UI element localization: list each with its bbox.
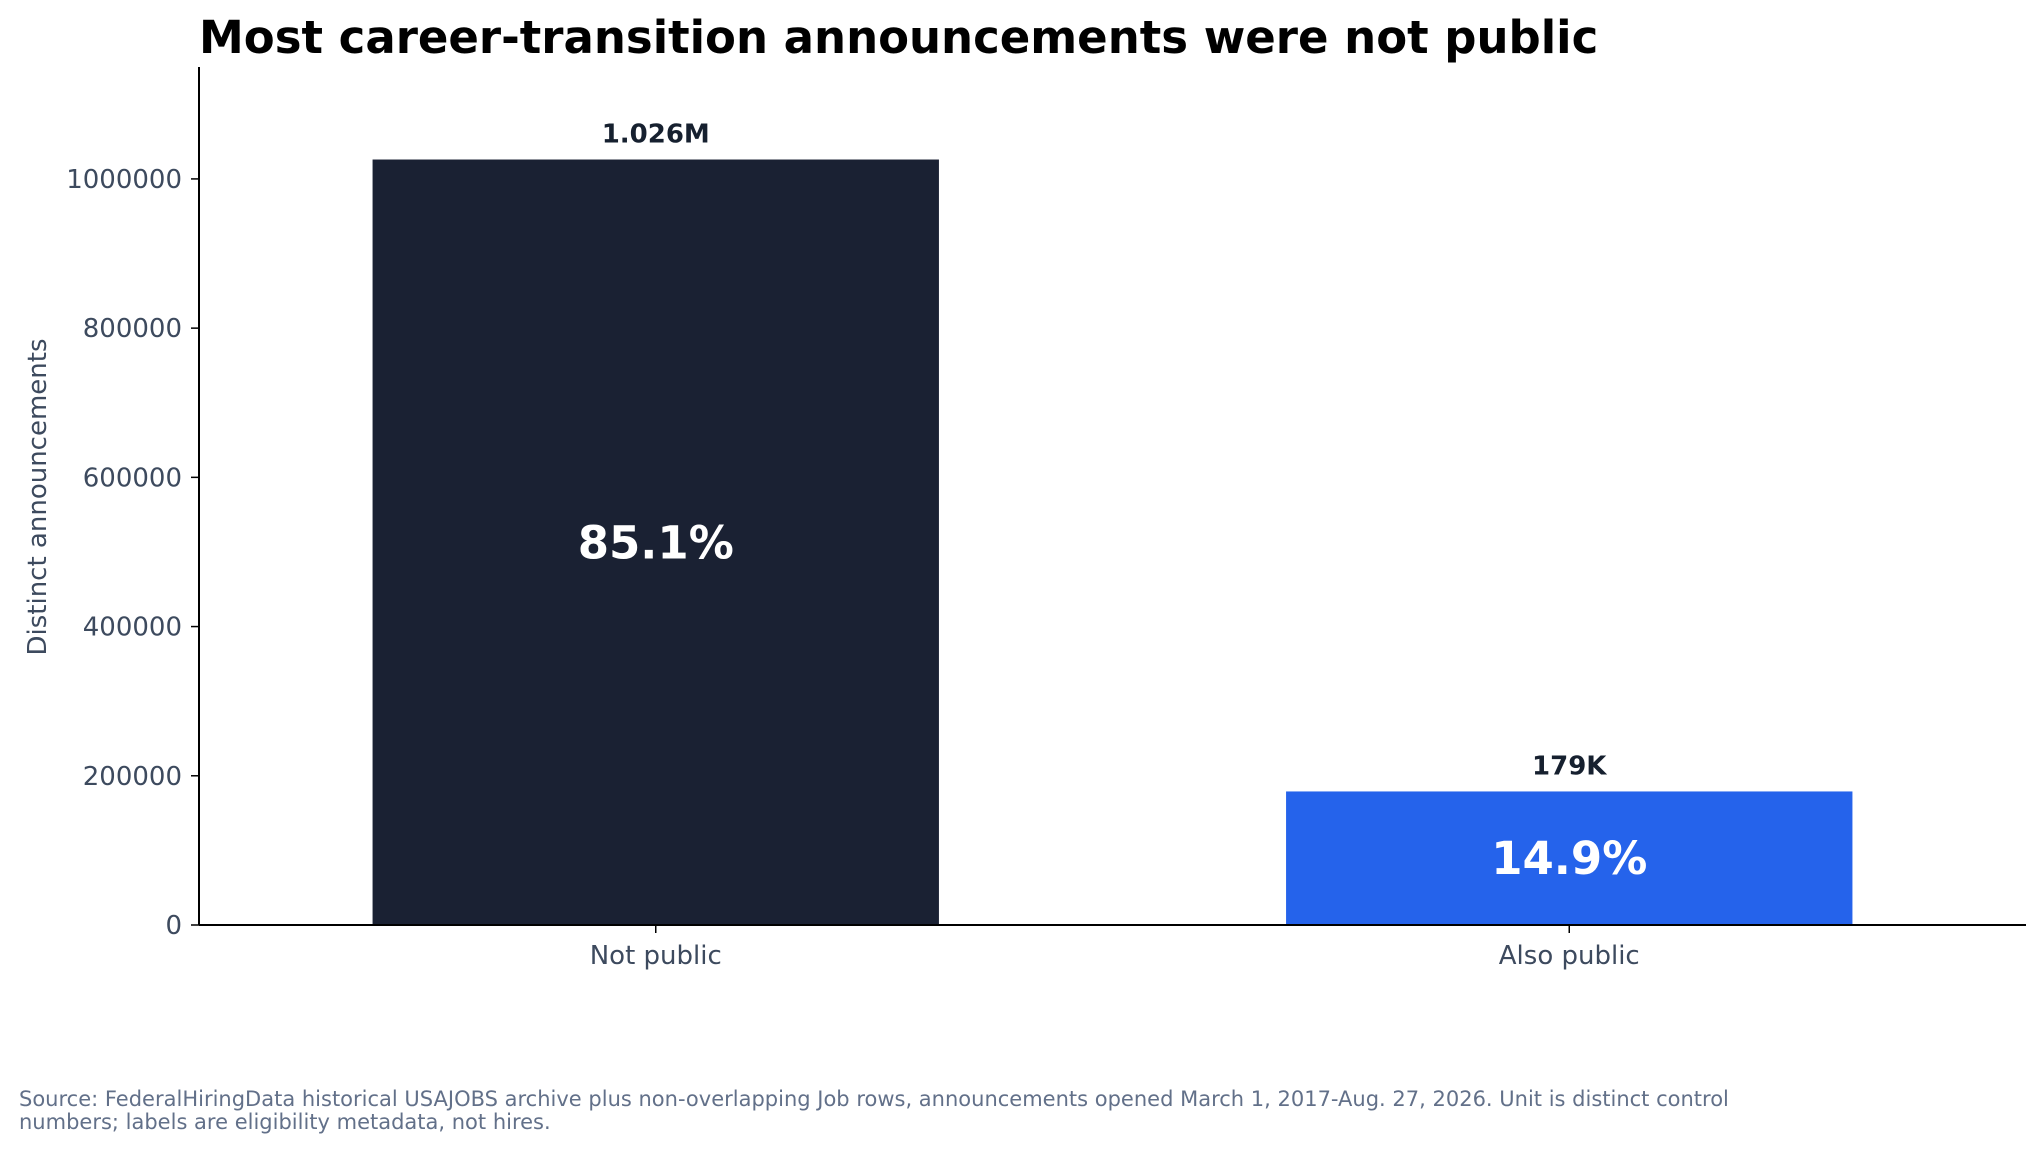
y-tick-label: 1000000	[66, 165, 182, 195]
x-axis: Not public Also public	[199, 924, 2026, 971]
y-tick-label: 400000	[83, 613, 182, 643]
x-tick-label: Not public	[590, 941, 722, 971]
bar-not-public	[372, 159, 939, 926]
bar-percent-label: 85.1%	[578, 516, 734, 569]
y-tick-label: 600000	[83, 463, 182, 493]
y-tick-label: 800000	[83, 314, 182, 344]
y-axis: 0 200000 400000 600000 800000 1000000	[66, 67, 200, 941]
source-note: Source: FederalHiringData historical USA…	[19, 1087, 1729, 1134]
y-tick-label: 200000	[83, 762, 182, 792]
bar-value-label: 179K	[1532, 751, 1607, 781]
bar-value-label: 1.026M	[602, 120, 710, 150]
bars-group: 1.026M 85.1% 179K 14.9%	[372, 120, 1853, 926]
chart-title: Most career-transition announcements wer…	[199, 11, 1598, 64]
x-tick-label: Also public	[1499, 941, 1640, 971]
bar-also-public	[1286, 791, 1853, 925]
y-tick-label: 0	[165, 911, 182, 941]
y-axis-label: Distinct announcements	[23, 338, 53, 655]
bar-percent-label: 14.9%	[1491, 832, 1647, 885]
